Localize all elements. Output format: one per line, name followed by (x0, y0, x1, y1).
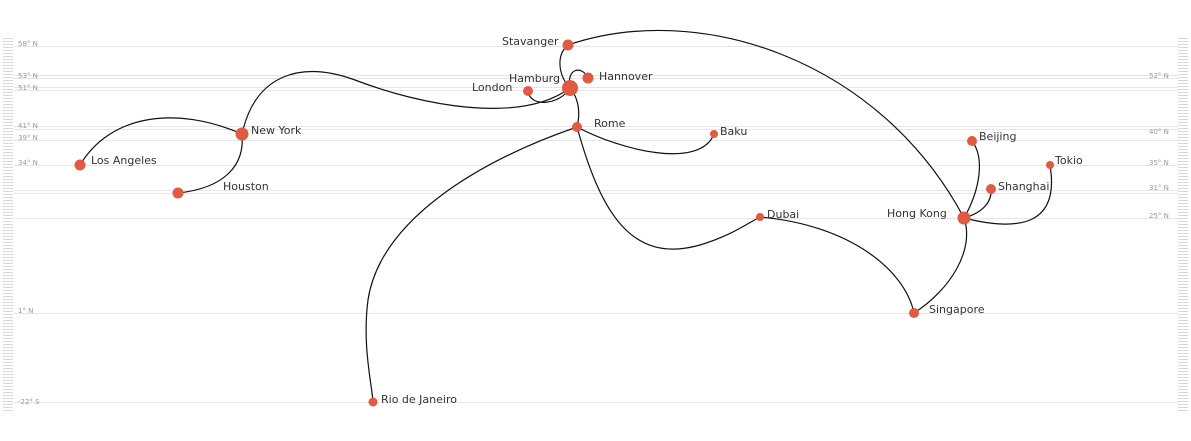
lat-label-22s: -22° S (18, 398, 40, 406)
link-rome-rio-de-janeiro (365, 126, 578, 403)
label-los-angeles: Los Angeles (91, 154, 157, 167)
node-london[interactable] (523, 86, 533, 96)
node-hannover[interactable] (582, 72, 594, 84)
link-new-york-hamburg (241, 71, 571, 135)
lat-label-51n: 51° N (18, 84, 38, 92)
right-tick-strip (1178, 38, 1188, 411)
latitude-gridlines (14, 46, 1178, 403)
node-shanghai[interactable] (986, 184, 996, 194)
link-hong-kong-singapore (913, 217, 968, 314)
lat-label-52n: 52° N (1149, 72, 1169, 80)
label-rome: Rome (594, 117, 626, 130)
node-hamburg[interactable] (562, 80, 578, 96)
city-nodes (74, 39, 1054, 407)
label-tokio: Tokio (1054, 154, 1083, 167)
node-hong-kong[interactable] (957, 211, 971, 225)
lat-label-58n: 58° N (18, 40, 38, 48)
latitude-labels-left: 58° N 53° N 51° N 41° N 39° N 34° N 1° N… (18, 40, 40, 406)
label-dubai: Dubai (767, 208, 799, 221)
lat-label-1n: 1° N (18, 307, 33, 315)
label-singapore: Singapore (929, 303, 985, 316)
node-tokio[interactable] (1046, 161, 1054, 169)
lat-label-40n: 40° N (1149, 128, 1169, 136)
label-baku: Baku (720, 125, 747, 138)
node-singapore[interactable] (909, 308, 919, 318)
node-dubai[interactable] (756, 213, 764, 221)
node-beijing[interactable] (967, 136, 977, 146)
node-los-angeles[interactable] (74, 159, 86, 171)
link-hong-kong-tokio (963, 164, 1053, 225)
link-dubai-singapore (759, 216, 915, 314)
node-baku[interactable] (710, 130, 718, 138)
label-beijing: Beijing (979, 130, 1016, 143)
lat-label-41n: 41° N (18, 122, 38, 130)
lat-label-35n: 35° N (1149, 159, 1169, 167)
link-hong-kong-beijing (963, 140, 981, 219)
lat-label-39n: 39° N (18, 134, 38, 142)
node-new-york[interactable] (235, 127, 249, 141)
lat-label-34n: 34° N (18, 159, 38, 167)
link-rome-baku (576, 126, 715, 155)
label-stavanger: Stavanger (502, 35, 559, 48)
label-shanghai: Shanghai (998, 180, 1049, 193)
link-new-york-houston (177, 133, 243, 194)
label-london: London (472, 81, 512, 94)
lat-label-25n: 25° N (1149, 212, 1169, 220)
link-rome-dubai (576, 126, 761, 250)
left-tick-strip (3, 38, 13, 411)
node-rome[interactable] (572, 122, 582, 132)
latitude-labels-right: 52° N 40° N 35° N 31° N 25° N (1149, 72, 1169, 220)
node-houston[interactable] (172, 187, 184, 199)
lat-label-53n: 53° N (18, 72, 38, 80)
label-hamburg: Hamburg (509, 72, 560, 85)
city-labels: Stavanger Hamburg Hannover London Rome B… (91, 35, 1083, 406)
node-rio-de-janeiro[interactable] (368, 397, 378, 407)
label-new-york: New York (251, 124, 302, 137)
label-houston: Houston (223, 180, 269, 193)
link-stavanger-hong-kong (567, 29, 965, 219)
label-hannover: Hannover (599, 70, 653, 83)
node-stavanger[interactable] (562, 39, 574, 51)
label-hong-kong: Hong Kong (887, 207, 947, 220)
link-new-york-los-angeles (79, 117, 243, 166)
lat-label-31n: 31° N (1149, 184, 1169, 192)
label-rio-de-janeiro: Rio de Janeiro (381, 393, 457, 406)
